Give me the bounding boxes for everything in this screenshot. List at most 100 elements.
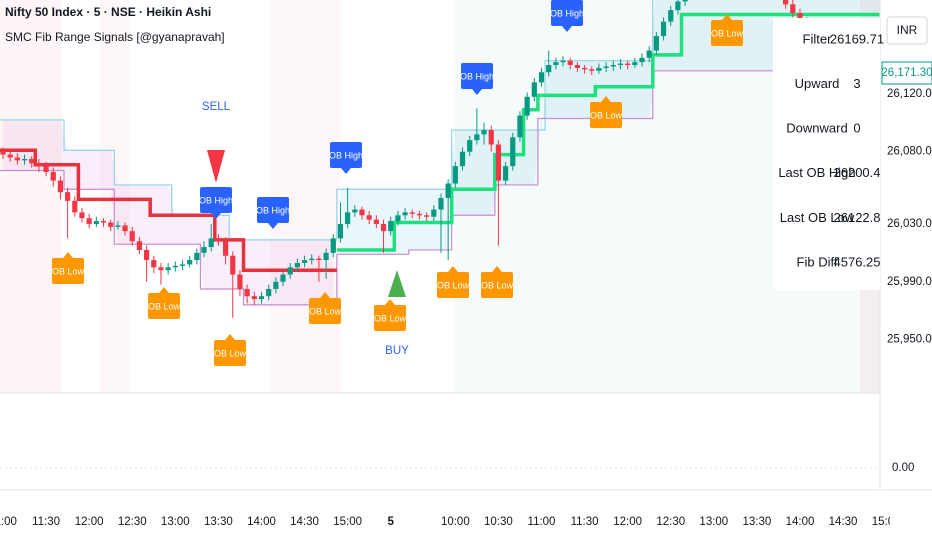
candle-body (359, 209, 365, 216)
candle-body (21, 158, 28, 161)
shade (100, 0, 130, 393)
ob-text: OB High (460, 71, 494, 81)
candle-body (380, 223, 387, 232)
candle-body (136, 241, 143, 250)
candle-body (43, 166, 49, 172)
band-line (0, 0, 654, 241)
ob-pointer (341, 168, 351, 174)
candle-body (603, 66, 609, 68)
currency-button[interactable] (886, 16, 928, 45)
ob-label: OB High (460, 63, 494, 95)
candle-body (524, 96, 530, 116)
ob-text: OB Low (309, 306, 342, 316)
candle-body (179, 264, 186, 266)
axes: 25,950.00 25,990.00 26,030.00 26,080.00 26,1… (0, 88, 932, 474)
candle-body (531, 82, 537, 97)
candle-body (337, 223, 344, 239)
candle-body (57, 180, 64, 193)
ob-text: OB Low (590, 110, 623, 120)
candle-body (330, 238, 336, 253)
ob-label: OB Low (481, 266, 514, 298)
price-label: 26,171.30 (881, 67, 932, 79)
currency[interactable]: INR (897, 23, 918, 37)
candle-body (0, 151, 6, 155)
ob-box (374, 305, 406, 331)
candle-body (517, 115, 523, 138)
y-tick-label: 25,990.00 (887, 276, 932, 288)
ob-box (214, 340, 246, 366)
candle-body (438, 197, 444, 210)
candle-body (488, 130, 494, 145)
ob-label: OB High (256, 197, 290, 229)
candle-body (581, 67, 588, 70)
candle-body (373, 219, 379, 224)
ob-label: OB High (329, 142, 363, 174)
ob-text: OB Low (214, 348, 247, 358)
ob-box (309, 298, 341, 324)
ob-label: OB Low (590, 96, 623, 128)
x-tick-label: 12:00 (613, 516, 642, 528)
candle-body (14, 157, 20, 161)
ob-label: OB Low (711, 14, 744, 46)
candle-body (222, 241, 229, 256)
candle-body (797, 13, 803, 22)
candle-body (366, 215, 372, 220)
x-tick-label: 10:00 (441, 516, 470, 528)
ob-pointer (159, 287, 169, 293)
candle-body (50, 171, 56, 181)
currency-box[interactable]: INR (886, 16, 928, 45)
ob-pointer (385, 299, 395, 305)
candle-body (538, 72, 545, 83)
candle-body (65, 192, 71, 201)
candle-body (215, 238, 221, 242)
ob-text: OB Low (52, 266, 85, 276)
candle-body (187, 260, 193, 265)
ob-pointer (63, 252, 73, 258)
candle-body (129, 231, 135, 242)
ob-text: OB Low (711, 28, 744, 38)
ob-label: OB Low (214, 334, 247, 366)
ob-text: OB High (199, 195, 233, 205)
candle-body (610, 65, 616, 67)
indicator-name: SMC Fib Range Signals [@gyanapravah] (5, 30, 225, 44)
candle-body (596, 67, 602, 71)
ob-box (481, 272, 513, 298)
table-bg (773, 18, 880, 290)
ob-pointer (472, 89, 482, 95)
table-value: 26169.71 (830, 31, 884, 46)
candle-body (639, 57, 645, 63)
y-tick-label: 26,030.00 (887, 218, 932, 230)
x-tick-label: 12:30 (656, 516, 685, 528)
x-tick-label: 11:30 (571, 516, 599, 528)
candle-body (7, 154, 13, 158)
ob-box (52, 258, 84, 284)
signal-arrow (388, 270, 406, 297)
ob-pointer (492, 266, 502, 272)
candle-body (86, 218, 92, 224)
plot (0, 0, 880, 318)
ob-text: OB Low (148, 301, 181, 311)
candle-body (345, 212, 351, 224)
x-tick-label: 11:00 (0, 516, 17, 528)
table-label: Last OB Low (780, 210, 855, 225)
x-tick-label: 14:00 (786, 516, 815, 528)
candle-body (29, 158, 35, 164)
candle-body (553, 62, 559, 66)
candle-body (431, 209, 437, 217)
candle-body (503, 166, 509, 181)
ob-box (148, 293, 180, 319)
candle-body (79, 212, 85, 219)
table-value: 26200.4 (834, 165, 881, 180)
candle-body (158, 267, 164, 271)
candle-body (402, 212, 408, 216)
candle-body (646, 50, 652, 58)
candle-body (258, 296, 265, 300)
ob-box (257, 197, 289, 223)
band-fill (3, 119, 334, 305)
signal-arrow (207, 150, 225, 183)
signal-label: SELL (202, 101, 231, 113)
x-tick-label: 14:30 (829, 516, 858, 528)
